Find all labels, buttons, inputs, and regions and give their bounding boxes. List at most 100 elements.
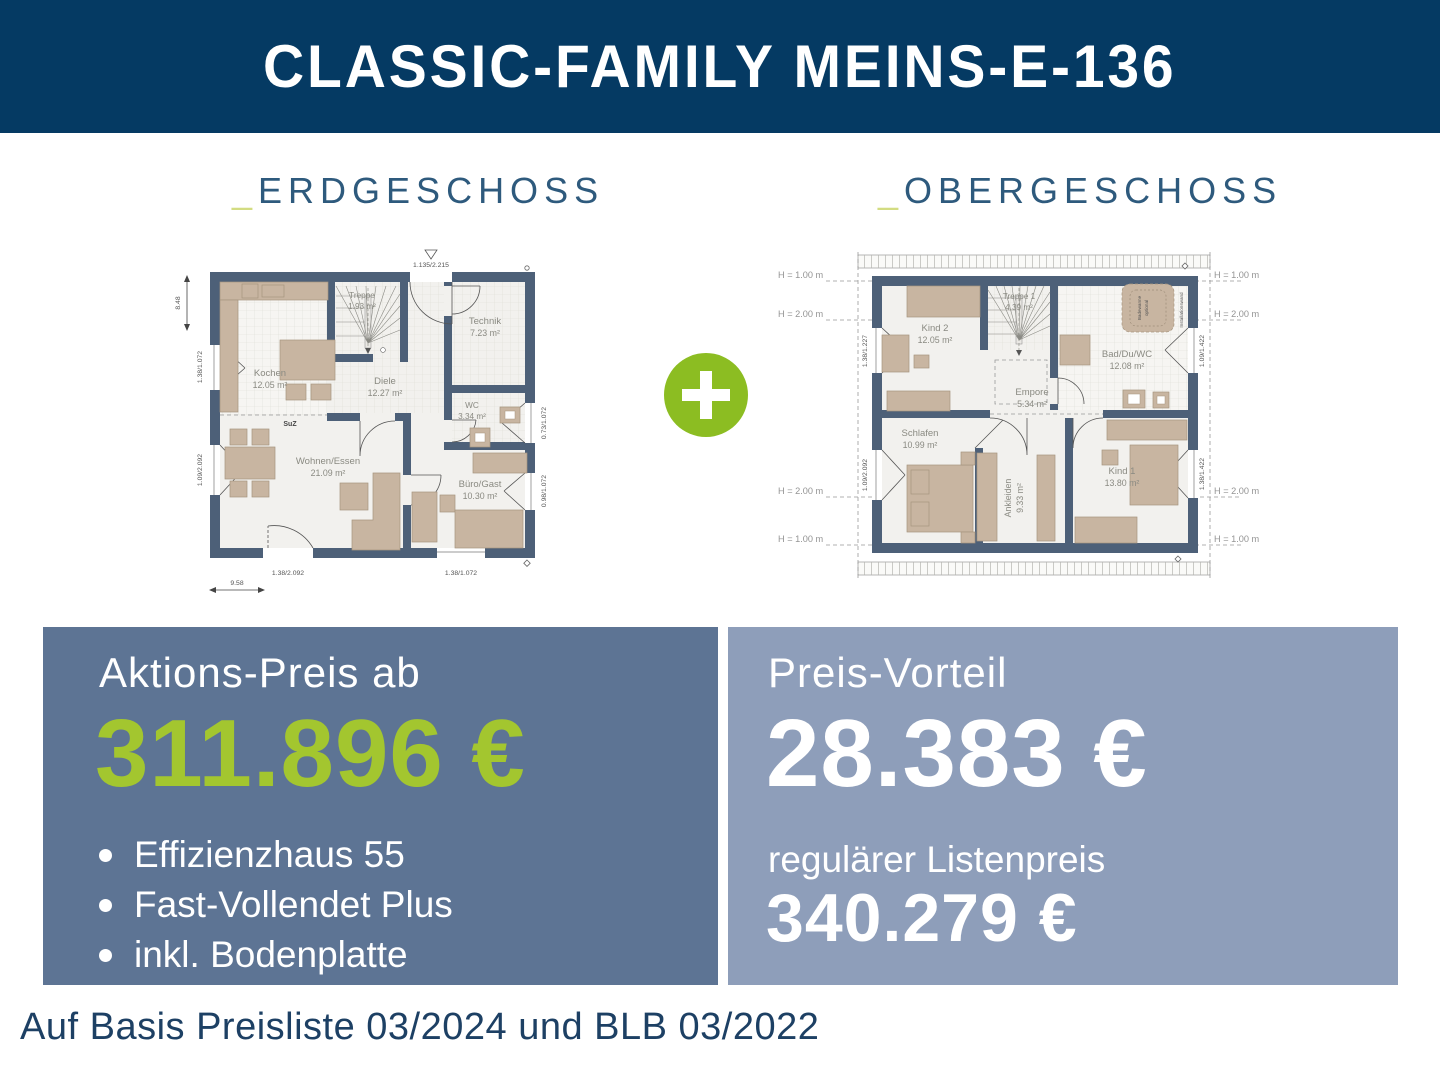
eg-dimensions: 8.48 9.58 1.135/2.215 1.38/1.072 1.09/2.… [175,249,548,593]
underscore-accent: _ [232,170,259,211]
svg-text:1.09/2.092: 1.09/2.092 [862,459,869,491]
bullet-icon [99,948,112,962]
og-kind2-furniture [881,285,981,412]
list-price-value: 340.279 € [766,880,1078,956]
svg-text:1.38/1.422: 1.38/1.422 [1199,458,1206,490]
svg-text:Treppe: Treppe [349,291,375,300]
list-price-label: regulärer Listenpreis [768,839,1106,880]
svg-text:H = 1.00 m: H = 1.00 m [1214,534,1260,544]
svg-text:1.93 m²: 1.93 m² [348,302,376,311]
svg-text:optional: optional [1144,300,1149,316]
feature-label: inkl. Bodenplatte [134,934,408,975]
svg-text:H = 1.00 m: H = 1.00 m [1214,270,1260,280]
og-roof-strips [857,254,1211,576]
page-title: CLASSIC-FAMILY MEINS-E-136 [263,33,1177,100]
svg-text:1.38/2.092: 1.38/2.092 [272,570,304,577]
action-price-label: Aktions-Preis ab [99,649,421,696]
list-item: Effizienzhaus 55 [99,830,453,880]
svg-text:Kochen: Kochen [254,368,286,379]
section-title-erdgeschoss: _ERDGESCHOSS [232,170,604,212]
advantage-value: 28.383 € [766,700,1148,807]
eg-wc-fixtures [469,406,521,448]
eg-dining-furniture [224,428,276,498]
eg-room-labels: Kochen 12.05 m² Treppe 1.93 m² Technik 7… [253,291,502,501]
og-bath-fixtures: Badewanne optional Installationswand [1059,283,1184,409]
og-schlafen-furniture [906,451,976,544]
section-title-erdgeschoss-label: ERDGESCHOSS [258,170,605,211]
svg-text:9.58: 9.58 [230,580,243,587]
svg-text:Installationswand: Installationswand [1179,292,1184,328]
svg-text:Technik: Technik [469,316,501,327]
svg-text:10.30 m²: 10.30 m² [463,491,498,501]
bullet-icon [99,848,112,862]
svg-text:Badewanne: Badewanne [1137,295,1142,320]
og-stairs [987,285,1051,356]
svg-text:Empore: Empore [1015,387,1048,398]
svg-text:Kind 1: Kind 1 [1109,466,1136,477]
underscore-accent: _ [878,170,905,211]
bullet-icon [99,898,112,912]
svg-text:Wohnen/Essen: Wohnen/Essen [296,456,360,467]
svg-text:8.48: 8.48 [175,296,182,309]
svg-text:1.09/2.092: 1.09/2.092 [197,454,204,486]
header-bar: CLASSIC-FAMILY MEINS-E-136 [0,0,1440,133]
og-ankleiden-furniture [976,452,1056,542]
svg-text:H = 2.00 m: H = 2.00 m [1214,486,1260,496]
og-empore-void [994,359,1048,405]
svg-text:H = 2.00 m: H = 2.00 m [778,309,824,319]
eg-kitchen-furniture [219,281,336,413]
action-price-value: 311.896 € [95,700,526,807]
og-room-labels: Kind 2 12.05 m² Treppe 1 4.39 m² Bad/Du/… [902,292,1153,517]
svg-text:21.09 m²: 21.09 m² [311,468,346,478]
svg-text:Bad/Du/WC: Bad/Du/WC [1102,349,1152,360]
section-title-obergeschoss-label: OBERGESCHOSS [904,170,1283,211]
svg-text:Ankleiden: Ankleiden [1003,479,1013,518]
plus-icon [664,353,748,437]
svg-text:1.135/2.215: 1.135/2.215 [413,262,449,269]
svg-text:13.80 m²: 13.80 m² [1105,478,1140,488]
eg-living-furniture [339,472,401,551]
svg-text:Diele: Diele [374,376,396,387]
feature-label: Fast-Vollendet Plus [134,884,453,925]
svg-text:Kind 2: Kind 2 [922,323,949,334]
eg-doors [267,281,481,549]
eg-office-furniture [411,452,528,549]
svg-text:0.73/1.072: 0.73/1.072 [541,407,548,439]
price-basis-note: Auf Basis Preisliste 03/2024 und BLB 03/… [20,1006,820,1048]
price-advantage-box: Preis-Vorteil 28.383 € regulärer Listenp… [728,627,1398,985]
svg-text:H = 1.00 m: H = 1.00 m [778,270,824,280]
eg-windows [210,272,535,558]
svg-text:12.08 m²: 12.08 m² [1110,361,1145,371]
list-item: inkl. Bodenplatte [99,930,453,980]
svg-text:1.38/1.072: 1.38/1.072 [197,351,204,383]
svg-text:5.34 m²: 5.34 m² [1017,399,1047,409]
action-feature-list: Effizienzhaus 55 Fast-Vollendet Plus ink… [99,830,453,980]
svg-text:12.05 m²: 12.05 m² [253,380,288,390]
svg-text:1.38/1.227: 1.38/1.227 [862,335,869,367]
erdgeschoss-floorplan: SuZ [175,249,548,593]
svg-text:4.39 m²: 4.39 m² [1005,303,1033,312]
og-dimensions: 1.38/1.227 1.09/2.092 1.09/1.422 1.38/1.… [862,262,1206,563]
feature-label: Effizienzhaus 55 [134,834,405,875]
svg-text:12.05 m²: 12.05 m² [918,335,953,345]
svg-text:12.27 m²: 12.27 m² [368,388,403,398]
section-title-obergeschoss: _OBERGESCHOSS [878,170,1282,212]
svg-text:WC: WC [465,401,479,410]
advantage-label: Preis-Vorteil [768,649,1008,696]
eg-stairs [335,285,401,354]
svg-text:1.38/1.072: 1.38/1.072 [445,570,477,577]
list-item: Fast-Vollendet Plus [99,880,453,930]
svg-text:10.99 m²: 10.99 m² [903,440,938,450]
svg-text:H = 2.00 m: H = 2.00 m [778,486,824,496]
eg-suz-label: SuZ [283,421,297,428]
svg-text:H = 2.00 m: H = 2.00 m [1214,309,1260,319]
action-price-box: Aktions-Preis ab 311.896 € Effizienzhaus… [43,627,718,985]
svg-text:H = 1.00 m: H = 1.00 m [778,534,824,544]
svg-text:7.23 m²: 7.23 m² [470,328,500,338]
svg-text:Treppe 1: Treppe 1 [1003,292,1036,301]
obergeschoss-floorplan: H = 1.00 m H = 2.00 m H = 2.00 m H = 1.0… [778,252,1260,580]
svg-text:Schlafen: Schlafen [902,428,939,439]
og-kind1-furniture [1074,419,1188,544]
svg-text:0.98/1.072: 0.98/1.072 [541,475,548,507]
svg-text:9.33 m²: 9.33 m² [1015,483,1025,513]
